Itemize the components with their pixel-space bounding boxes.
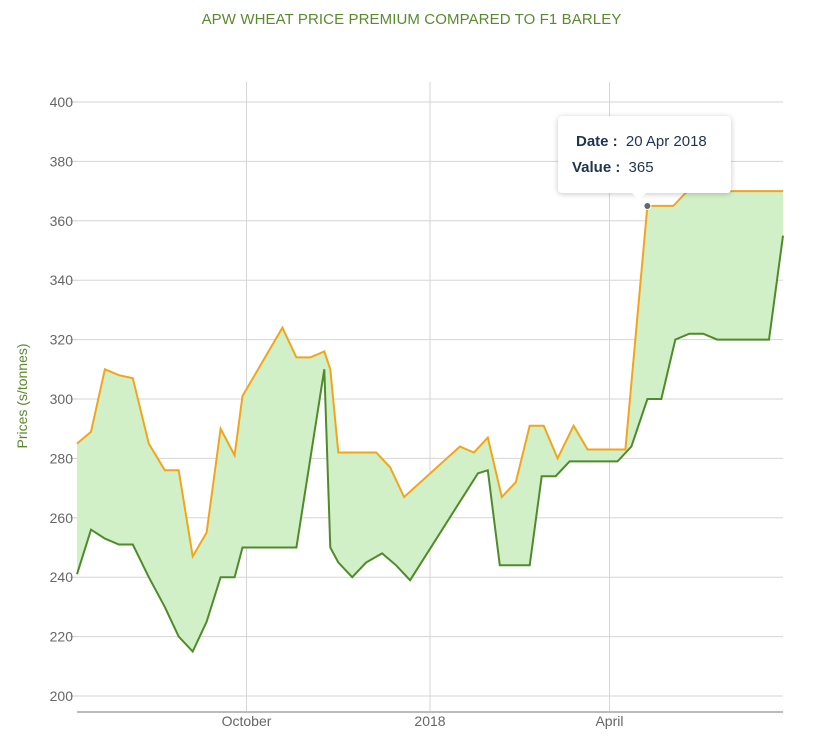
- premium-area-fill: [77, 191, 783, 652]
- tooltip-value-value: 365: [628, 159, 654, 176]
- tooltip-value-row: Value : 365: [558, 159, 731, 185]
- x-tick-label: 2018: [414, 713, 445, 729]
- tooltip-date-key: Date :: [576, 133, 618, 150]
- axis-layer: 200 220 240 260 280 300 320 340 360 380 400 October…: [50, 94, 783, 729]
- series-line-barley[interactable]: [76, 235, 784, 654]
- y-tick-label: 320: [50, 332, 74, 348]
- y-axis-label: Prices (s/tonnes): [14, 343, 30, 448]
- y-tick-label: 200: [50, 688, 74, 704]
- y-tick-label: 360: [50, 213, 74, 229]
- y-tick-label: 380: [50, 153, 74, 169]
- tooltip-value-key: Value :: [572, 159, 621, 176]
- tooltip-date-row: Date : 20 Apr 2018: [558, 133, 731, 159]
- x-tick-label: April: [595, 713, 623, 729]
- y-tick-label: 220: [50, 629, 74, 645]
- series-line-wheat[interactable]: [76, 190, 783, 560]
- data-tooltip: Date : 20 Apr 2018 Value : 365: [558, 116, 731, 200]
- highlight-marker[interactable]: [643, 201, 652, 210]
- y-tick-label: 340: [50, 272, 74, 288]
- tooltip-date-value: 20 Apr 2018: [625, 133, 707, 150]
- chart-title: APW WHEAT PRICE PREMIUM COMPARED TO F1 B…: [201, 11, 622, 28]
- y-tick-label: 260: [50, 510, 74, 526]
- x-tick-label: October: [222, 713, 272, 729]
- y-tick-label: 300: [50, 391, 74, 407]
- y-tick-label: 280: [50, 450, 74, 466]
- y-tick-label: 400: [50, 94, 74, 110]
- y-tick-label: 240: [50, 569, 74, 585]
